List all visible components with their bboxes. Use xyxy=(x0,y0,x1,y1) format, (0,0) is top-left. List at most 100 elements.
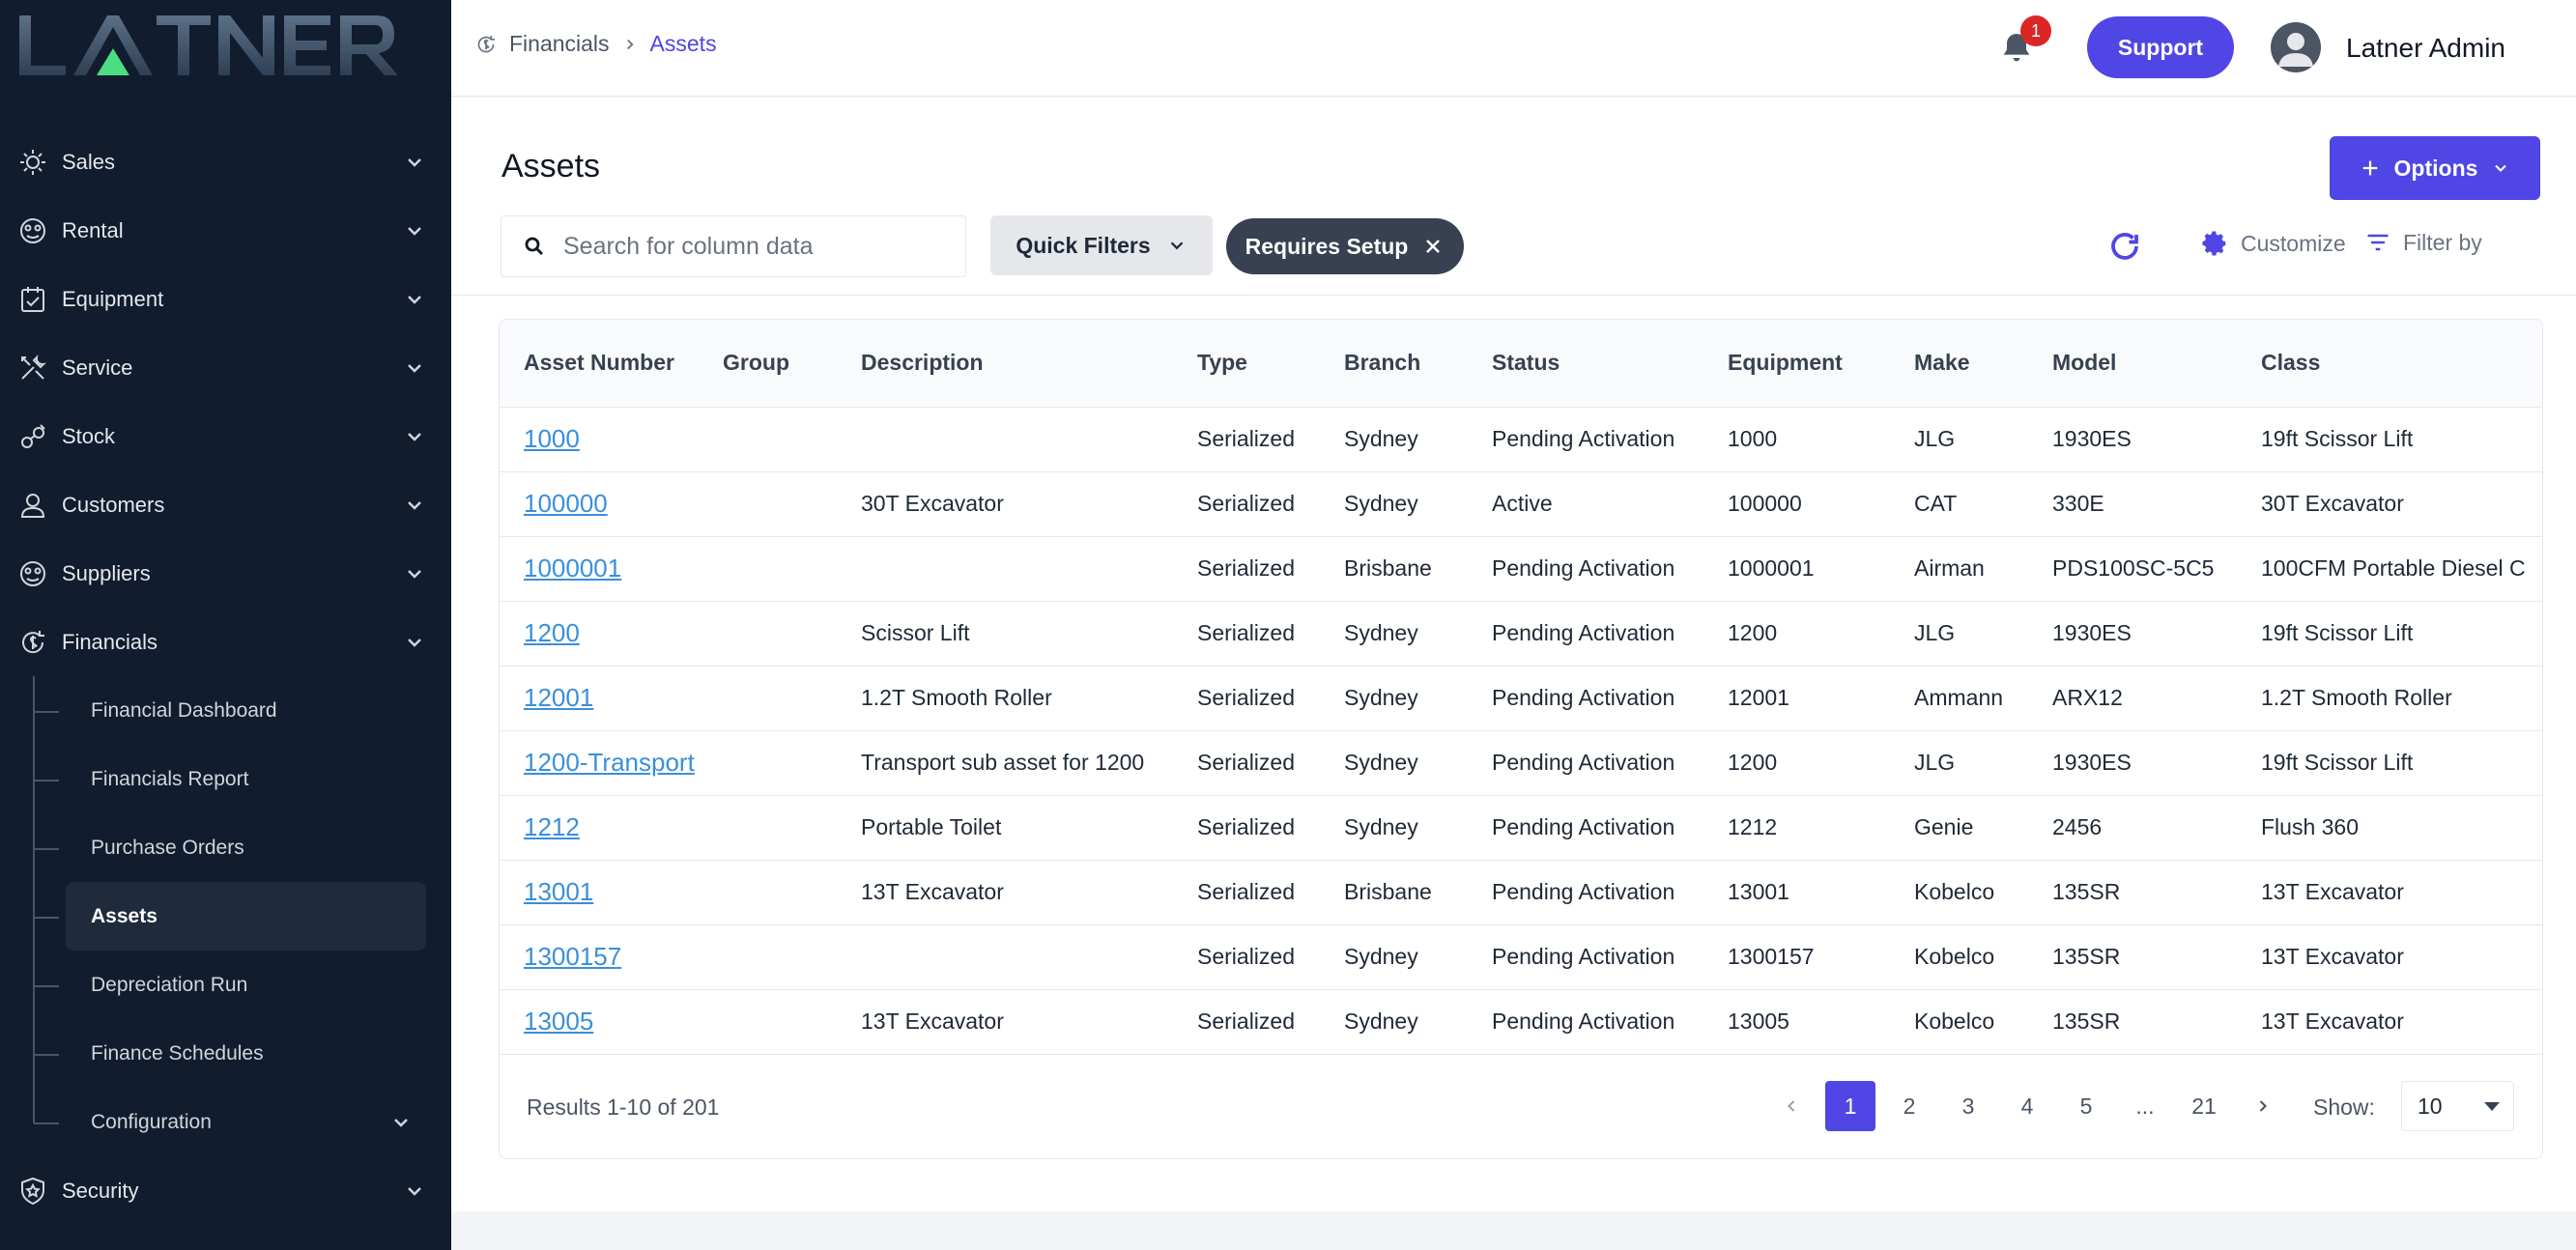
sidebar-subitem-configuration[interactable]: Configuration xyxy=(34,1088,451,1156)
table-cell: 1000 xyxy=(500,407,723,472)
gear-icon xyxy=(2202,231,2226,256)
sidebar-item-security[interactable]: Security xyxy=(0,1156,451,1225)
table-cell: Airman xyxy=(1914,536,2052,602)
options-button[interactable]: Options xyxy=(2330,136,2540,200)
sidebar-subitem-purchase-orders[interactable]: Purchase Orders xyxy=(34,813,451,882)
table-row[interactable]: 1000 Serialized Sydney Pending Activation 10… xyxy=(500,407,2542,472)
page-size-select[interactable]: 10 xyxy=(2401,1081,2514,1131)
sidebar-subitem-finance-schedules[interactable]: Finance Schedules xyxy=(34,1019,451,1088)
suppliers-icon xyxy=(20,560,45,586)
table-cell: Sydney xyxy=(1344,795,1492,861)
table-row[interactable]: 1200-Transport Transport sub asset for 12… xyxy=(500,730,2542,796)
sidebar-subitem-assets[interactable]: Assets xyxy=(34,882,426,951)
table-cell: Sydney xyxy=(1344,407,1492,472)
table-row[interactable]: 1212 Portable Toilet Serialized Sydney Pendi… xyxy=(500,795,2542,861)
filter-by-button[interactable]: Filter by xyxy=(2364,229,2482,256)
sidebar-item-customers[interactable]: Customers xyxy=(0,470,451,539)
column-header[interactable]: Description xyxy=(861,320,1197,408)
customize-button[interactable]: Customize xyxy=(2200,229,2346,258)
sidebar-item-sales[interactable]: Sales xyxy=(0,128,451,196)
sidebar-subitem-financials-report[interactable]: Financials Report xyxy=(34,745,451,813)
next-page-button[interactable] xyxy=(2238,1081,2288,1131)
table-cell xyxy=(861,536,1197,602)
chevron-down-icon xyxy=(408,363,421,373)
table-cell: Serialized xyxy=(1197,666,1344,731)
notification-badge: 1 xyxy=(2020,15,2051,46)
table-cell xyxy=(723,666,861,731)
table-cell: Serialized xyxy=(1197,536,1344,602)
table-cell: Serialized xyxy=(1197,924,1344,990)
avatar[interactable] xyxy=(2271,22,2321,72)
column-header[interactable]: Type xyxy=(1197,320,1344,408)
asset-number-link[interactable]: 100000 xyxy=(524,489,608,518)
sidebar-item-stock[interactable]: Stock xyxy=(0,402,451,470)
column-header[interactable]: Make xyxy=(1914,320,2052,408)
asset-number-link[interactable]: 1200-Transport xyxy=(524,748,695,777)
assets-table: Asset Number Group Description Type Branch St… xyxy=(500,320,2542,1055)
chevron-down-icon xyxy=(2495,164,2507,172)
page-button[interactable]: 3 xyxy=(1961,1093,1975,1119)
asset-number-link[interactable]: 1200 xyxy=(524,618,580,647)
table-row[interactable]: 1200 Scissor Lift Serialized Sydney Pending … xyxy=(500,601,2542,667)
search-input[interactable] xyxy=(563,232,950,261)
quick-filters-label: Quick Filters xyxy=(1016,232,1151,258)
column-header[interactable]: Group xyxy=(723,320,861,408)
asset-number-link[interactable]: 1000 xyxy=(524,424,580,453)
table-cell: Brisbane xyxy=(1344,860,1492,925)
asset-number-link[interactable]: 13005 xyxy=(524,1007,594,1036)
table-row[interactable]: 100000 30T Excavator Serialized Sydney Activ… xyxy=(500,471,2542,537)
column-header[interactable]: Status xyxy=(1492,320,1728,408)
chevron-down-icon xyxy=(408,295,421,304)
table-cell: 330E xyxy=(2052,471,2261,537)
sidebar-item-financials[interactable]: Financials xyxy=(0,608,451,676)
asset-number-link[interactable]: 1300157 xyxy=(524,942,622,971)
breadcrumb-parent[interactable]: Financials xyxy=(509,31,610,56)
table-row[interactable]: 13001 13T Excavator Serialized Brisbane Pend… xyxy=(500,860,2542,925)
asset-number-link[interactable]: 12001 xyxy=(524,683,594,712)
refresh-button[interactable] xyxy=(2107,229,2142,264)
prev-page-button[interactable] xyxy=(1766,1081,1817,1131)
table-cell: 1300157 xyxy=(500,924,723,990)
page-button[interactable]: 1 xyxy=(1825,1081,1875,1131)
table-row[interactable]: 12001 1.2T Smooth Roller Serialized Sydney P… xyxy=(500,666,2542,731)
remove-filter-button[interactable] xyxy=(1421,235,1445,258)
breadcrumb: Financials Assets xyxy=(474,31,717,57)
table-cell: 13T Excavator xyxy=(861,860,1197,925)
table-cell: 1.2T Smooth Roller xyxy=(861,666,1197,731)
support-button[interactable]: Support xyxy=(2087,16,2234,78)
page-button[interactable]: 21 xyxy=(2191,1093,2217,1119)
filter-icon xyxy=(2367,234,2389,251)
page-button[interactable]: 2 xyxy=(1903,1093,1916,1119)
sidebar-subitem-depreciation-run[interactable]: Depreciation Run xyxy=(34,951,451,1019)
column-header[interactable]: Model xyxy=(2052,320,2261,408)
chevron-down-icon xyxy=(408,226,421,236)
table-cell xyxy=(723,407,861,472)
table-row[interactable]: 1300157 Serialized Sydney Pending Activatio… xyxy=(500,924,2542,990)
sidebar-item-rental[interactable]: Rental xyxy=(0,196,451,265)
sidebar-subitem-financial-dashboard[interactable]: Financial Dashboard xyxy=(34,676,451,745)
page-button[interactable]: 4 xyxy=(2020,1093,2034,1119)
column-header[interactable]: Class xyxy=(2261,320,2542,408)
subitem-label: Configuration xyxy=(91,1110,212,1133)
sidebar-item-equipment[interactable]: Equipment xyxy=(0,265,451,333)
caret-down-icon xyxy=(2484,1102,2500,1111)
latner-logo[interactable] xyxy=(0,0,451,97)
table-cell: Brisbane xyxy=(1344,536,1492,602)
asset-number-link[interactable]: 13001 xyxy=(524,877,594,906)
table-cell: Pending Activation xyxy=(1492,730,1728,796)
asset-number-link[interactable]: 1212 xyxy=(524,812,580,841)
sidebar-item-suppliers[interactable]: Suppliers xyxy=(0,539,451,608)
page-button[interactable]: 5 xyxy=(2079,1093,2093,1119)
user-name[interactable]: Latner Admin xyxy=(2346,33,2505,63)
asset-number-link[interactable]: 1000001 xyxy=(524,554,622,582)
sidebar-item-service[interactable]: Service xyxy=(0,333,451,402)
column-header[interactable]: Equipment xyxy=(1728,320,1914,408)
table-row[interactable]: 1000001 Serialized Brisbane Pending Activat… xyxy=(500,536,2542,602)
table-cell: 13T Excavator xyxy=(2261,860,2542,925)
column-header[interactable]: Branch xyxy=(1344,320,1492,408)
table-row[interactable]: 13005 13T Excavator Serialized Sydney Pendin… xyxy=(500,989,2542,1055)
quick-filters-dropdown[interactable]: Quick Filters xyxy=(990,215,1213,275)
subitem-label: Depreciation Run xyxy=(91,973,248,996)
top-header: Financials Assets 1 Support Latner Admin xyxy=(451,0,2576,97)
column-header[interactable]: Asset Number xyxy=(500,320,723,408)
